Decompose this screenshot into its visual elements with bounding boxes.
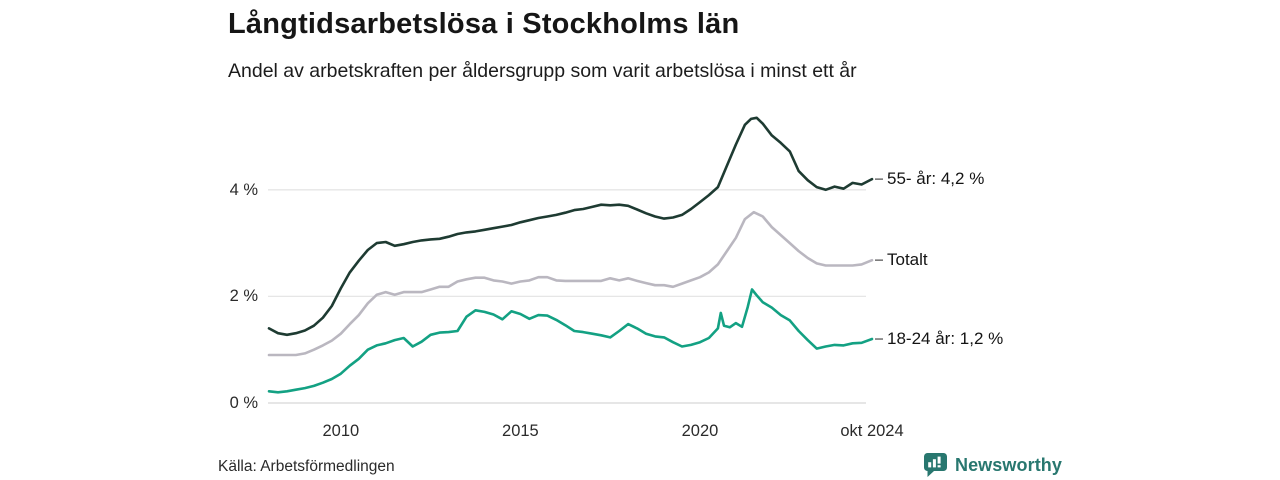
x-axis-label-2010: 2010: [322, 422, 360, 440]
series-line-2: [267, 288, 874, 394]
brand-lockup: Newsworthy: [923, 452, 1062, 478]
newsworthy-logo-icon: [923, 452, 948, 478]
legend-label-1: Totalt: [887, 250, 928, 270]
y-axis-label-2%: 2 %: [229, 287, 258, 306]
x-axis-label-2015: 2015: [502, 422, 539, 440]
page-subtitle: Andel av arbetskraften per åldersgrupp s…: [228, 60, 857, 82]
legend-label-2: 18-24 år: 1,2 %: [887, 329, 1004, 349]
x-axis-label-2020: 2020: [681, 422, 719, 440]
legend-label-0: 55- år: 4,2 %: [887, 169, 985, 189]
series-line-0: [267, 116, 874, 337]
series-line-1: [267, 210, 874, 357]
brand-name: Newsworthy: [954, 454, 1062, 475]
source-note: Källa: Arbetsförmedlingen: [218, 458, 395, 475]
page-title: Långtidsarbetslösa i Stockholms län: [228, 8, 740, 40]
y-axis-label-4%: 4 %: [229, 180, 258, 199]
x-axis-label-okt2024: okt 2024: [840, 422, 904, 440]
y-axis-label-0%: 0 %: [229, 394, 258, 412]
